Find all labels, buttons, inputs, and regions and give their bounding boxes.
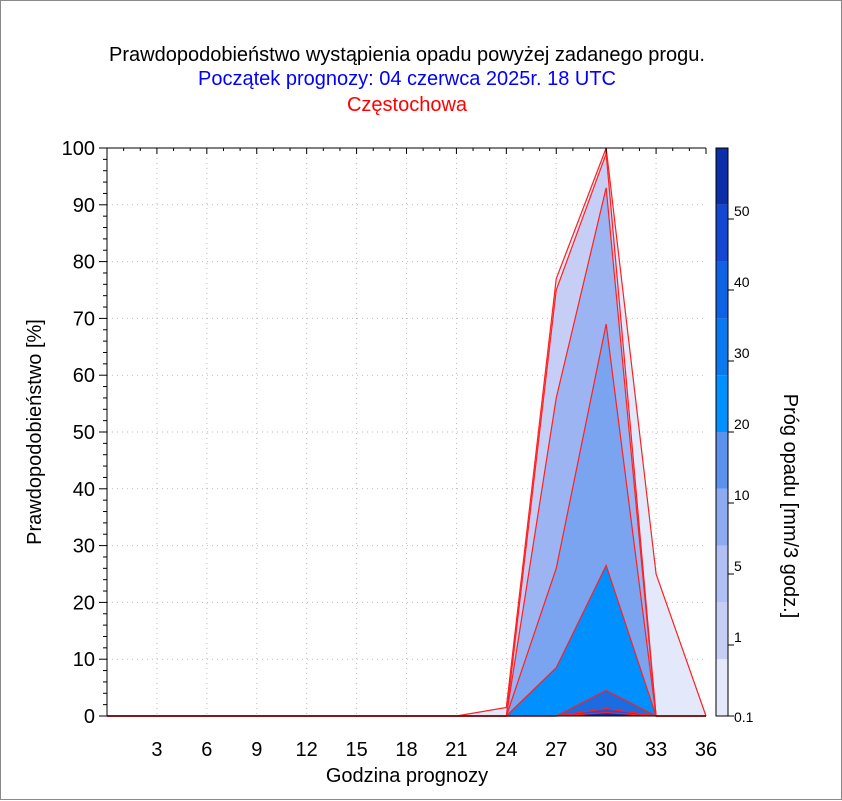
colorbar-segment (716, 488, 728, 546)
area-threshold-10 (107, 324, 706, 716)
x-tick-label: 30 (595, 739, 617, 761)
chart-location: Częstochowa (347, 94, 468, 116)
colorbar-label: 10 (734, 487, 750, 503)
area-threshold-20 (107, 565, 706, 716)
y-tick-label: 30 (73, 536, 95, 558)
colorbar-label: 5 (734, 558, 742, 574)
colorbar-segment (716, 318, 728, 376)
x-tick-label: 6 (201, 739, 212, 761)
x-tick-label: 15 (345, 739, 367, 761)
colorbar-segment (716, 261, 728, 319)
y-tick-label: 40 (73, 479, 95, 501)
colorbar-segment (716, 204, 728, 262)
area-threshold-30 (107, 690, 706, 716)
colorbar-label: 40 (734, 274, 750, 290)
colorbar-label: 1 (734, 629, 742, 645)
y-tick-label: 70 (73, 308, 95, 330)
y-tick-label: 10 (73, 649, 95, 671)
y-tick-label: 20 (73, 592, 95, 614)
x-tick-label: 21 (445, 739, 467, 761)
colorbar-label: 20 (734, 416, 750, 432)
colorbar-label: 30 (734, 345, 750, 361)
y-tick-label: 60 (73, 365, 95, 387)
x-tick-label: 33 (645, 739, 667, 761)
axes (99, 147, 707, 717)
colorbar-segment (716, 659, 728, 716)
y-tick-label: 0 (84, 706, 95, 728)
colorbar-segment (716, 545, 728, 603)
y-tick-label: 90 (73, 195, 95, 217)
colorbar-label: 0.1 (734, 709, 754, 725)
colorbar-label: 50 (734, 203, 750, 219)
x-axis-label: Godzina prognozy (326, 765, 488, 787)
y-tick-label: 80 (73, 252, 95, 274)
chart-title: Prawdopodobieństwo wystąpienia opadu pow… (109, 44, 705, 66)
colorbar-label: Próg opadu [mm/3 godz.] (779, 394, 801, 619)
y-tick-label: 50 (73, 422, 95, 444)
x-tick-label: 12 (296, 739, 318, 761)
colorbar-segment (716, 432, 728, 489)
chart-subtitle: Początek prognozy: 04 czerwca 2025r. 18 … (198, 68, 616, 90)
x-tick-label: 27 (545, 739, 567, 761)
y-axis-label: Prawdopodobieństwo [%] (24, 319, 46, 545)
x-tick-label: 36 (695, 739, 717, 761)
y-tick-label: 100 (62, 138, 95, 160)
x-tick-label: 18 (395, 739, 417, 761)
x-tick-label: 9 (251, 739, 262, 761)
colorbar: 0.1 1 5 10 20 30 40 50 (715, 147, 754, 725)
colorbar-segment (716, 375, 728, 432)
x-tick-label: 24 (495, 739, 517, 761)
colorbar-segment (716, 148, 728, 205)
x-tick-label: 3 (151, 739, 162, 761)
colorbar-segment (716, 602, 728, 660)
